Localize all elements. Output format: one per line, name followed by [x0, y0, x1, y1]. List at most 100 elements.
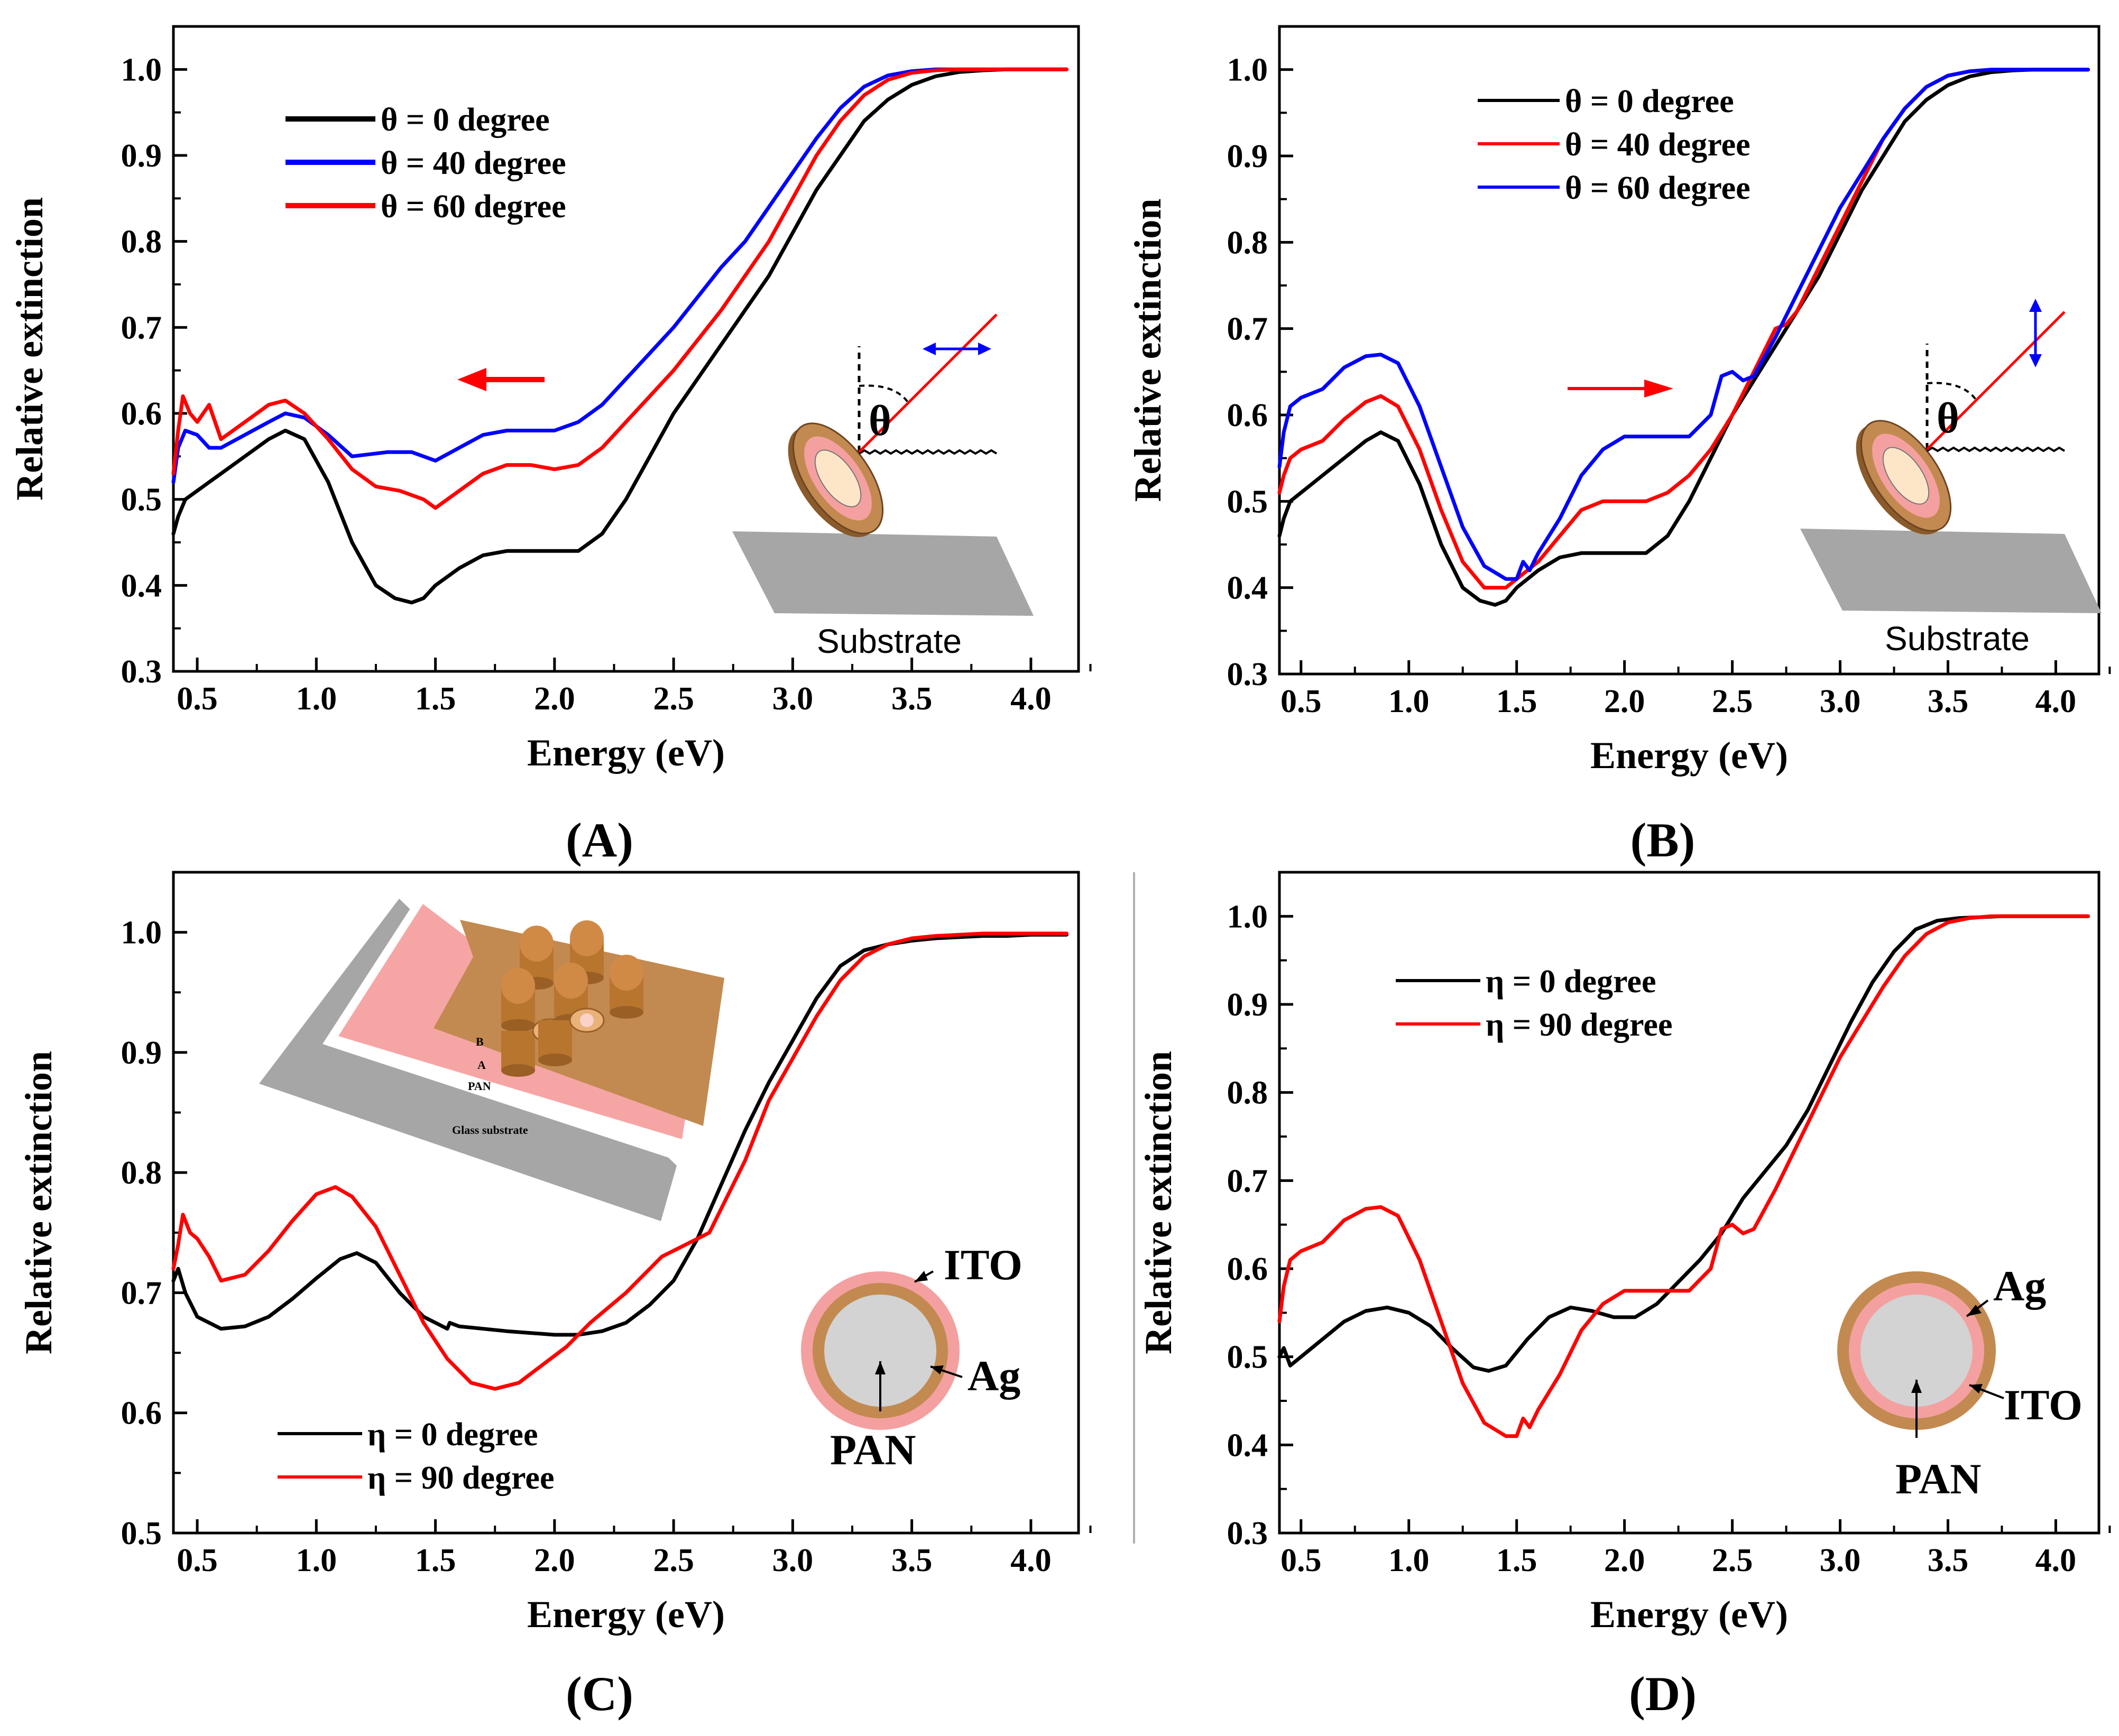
x-tick-label: 4.0 — [1010, 681, 1052, 717]
y-axis-title: Relative extinction — [8, 197, 51, 501]
y-axis-title: Relative extinction — [1127, 199, 1169, 502]
arrowhead — [1644, 380, 1673, 398]
y-tick-label: 0.7 — [121, 1275, 162, 1311]
x-tick-label: 2.5 — [1712, 684, 1753, 719]
panel-label: (B) — [1630, 813, 1696, 867]
arrowhead — [2029, 299, 2042, 312]
x-tick-label: 3.0 — [1820, 684, 1861, 719]
y-tick-label: 0.9 — [121, 138, 162, 174]
inset-label-shell_inner: ITO — [2004, 1381, 2083, 1429]
x-tick-label: 1.0 — [1388, 684, 1430, 719]
y-tick-label: 0.5 — [1227, 484, 1268, 520]
y-tick-label: 0.7 — [121, 310, 162, 346]
layer-label-a: A — [477, 1058, 486, 1072]
arrowhead — [978, 343, 991, 355]
substrate-plane — [1800, 529, 2102, 613]
y-tick-label: 0.3 — [1227, 657, 1268, 692]
nanodisk-icon — [788, 422, 884, 538]
series-line-2 — [1277, 914, 2090, 1438]
substrate-plane — [732, 531, 1034, 616]
incident-ray — [1926, 311, 2066, 450]
chart-panel-1: 0.5 1.0 1.5 2.0 2.5 3.0 3.5 4.0 0.3 0.4 0.5 0.6 0.7 0… — [8, 25, 1092, 867]
core-circle — [1860, 1295, 1973, 1407]
nanorod-icon — [501, 968, 535, 1032]
y-tick-label: 0.6 — [121, 396, 162, 432]
surface-line — [1926, 446, 2066, 453]
x-tick-label: 2.5 — [653, 681, 694, 717]
x-tick-label: 2.0 — [534, 681, 575, 717]
layer-label-b: B — [476, 1035, 484, 1048]
inset-label-shell_outer: Ag — [1993, 1262, 2046, 1310]
x-axis-title: Energy (eV) — [1590, 1593, 1788, 1636]
leader-arrowhead — [875, 1361, 886, 1374]
substrate-label: Substrate — [1885, 620, 2030, 658]
legend-label: η = 0 degree — [1486, 964, 1656, 1000]
core-shell-inset-3: ITO Ag PAN — [801, 1241, 1022, 1474]
plot-frame — [1278, 25, 2100, 676]
x-tick-label: 3.5 — [891, 681, 933, 717]
rod-cap — [554, 963, 588, 999]
nanorod-array-inset: BA PAN Glass substrate — [259, 899, 724, 1221]
x-tick-label: 3.0 — [1820, 1543, 1861, 1578]
plot-frame — [172, 871, 1080, 1535]
y-tick-label: 0.5 — [121, 1516, 162, 1552]
layer-label-pan: PAN — [468, 1079, 491, 1093]
y-tick-label: 0.8 — [121, 1155, 162, 1191]
inset-geometry-1: θ Substrate — [732, 313, 1034, 660]
rod-base — [538, 1054, 572, 1066]
angle-symbol: θ — [1937, 394, 1959, 442]
panel-label: (C) — [566, 1667, 633, 1721]
y-tick-label: 1.0 — [1227, 899, 1268, 935]
x-tick-label: 1.5 — [1496, 684, 1537, 719]
legend-label: θ = 60 degree — [381, 189, 566, 225]
y-tick-label: 0.6 — [121, 1396, 162, 1432]
y-axis-title: Relative extinction — [1137, 1051, 1180, 1354]
x-tick-label: 1.5 — [415, 1543, 456, 1578]
leader-arrowhead — [1967, 1305, 1982, 1316]
y-tick-label: 1.0 — [121, 915, 162, 951]
angle-arc — [859, 384, 910, 405]
y-tick-label: 0.4 — [1227, 570, 1268, 606]
rod-cap — [570, 920, 604, 956]
panel-label: (D) — [1629, 1667, 1697, 1721]
surface-line — [858, 449, 998, 455]
x-axis-title: Energy (eV) — [1590, 734, 1788, 777]
series-line-2 — [171, 931, 1068, 1391]
inset-label-core: PAN — [830, 1426, 916, 1474]
rod-core-section — [580, 1013, 594, 1027]
x-tick-label: 2.5 — [653, 1543, 694, 1578]
y-tick-label: 1.0 — [1227, 52, 1268, 88]
plot-frame — [172, 25, 1080, 673]
y-tick-label: 0.9 — [1227, 138, 1268, 174]
x-tick-label: 2.5 — [1712, 1543, 1753, 1578]
legend-label: η = 0 degree — [367, 1417, 538, 1453]
x-tick-label: 2.0 — [1604, 684, 1645, 719]
x-tick-label: 4.0 — [2035, 1543, 2077, 1578]
arrowhead — [457, 368, 486, 391]
y-tick-label: 0.5 — [121, 482, 162, 518]
x-tick-label: 1.5 — [415, 681, 456, 717]
x-tick-label: 1.0 — [296, 1543, 337, 1578]
x-tick-label: 3.5 — [1928, 684, 1969, 719]
x-tick-label: 0.5 — [1280, 684, 1322, 719]
series-line-1 — [1277, 914, 2090, 1373]
y-tick-label: 1.0 — [121, 52, 162, 88]
nanorod-icon — [610, 955, 643, 1019]
x-tick-label: 0.5 — [1280, 1543, 1322, 1578]
arrowhead — [923, 343, 936, 355]
legend-label: θ = 60 degree — [1565, 170, 1751, 206]
inset-geometry-2: θ Substrate — [1800, 299, 2102, 658]
y-tick-label: 0.5 — [1227, 1340, 1268, 1375]
angle-symbol: θ — [869, 396, 891, 445]
x-tick-label: 2.0 — [534, 1543, 575, 1578]
y-tick-label: 0.9 — [1227, 987, 1268, 1023]
chart-panel-4: 0.5 1.0 1.5 2.0 2.5 3.0 3.5 4.0 0.3 0.4 0.5 0.6 0.7 0… — [1137, 871, 2111, 1721]
disk-core — [1882, 447, 1930, 505]
y-tick-label: 0.8 — [121, 224, 162, 260]
series-line-3 — [1277, 68, 2090, 581]
x-tick-label: 0.5 — [177, 1543, 218, 1578]
legend-label: η = 90 degree — [1486, 1007, 1672, 1043]
rod-body — [501, 1031, 535, 1070]
